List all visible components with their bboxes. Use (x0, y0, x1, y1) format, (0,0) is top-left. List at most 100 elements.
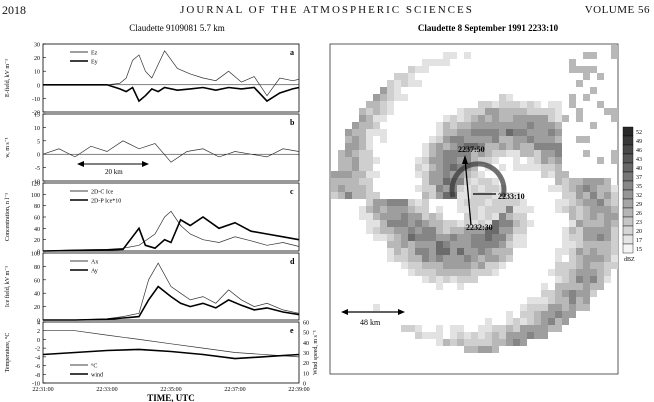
echo-cell (373, 206, 380, 213)
series-line-ax (43, 262, 300, 321)
echo-cell (366, 227, 373, 234)
series-line-w (42, 140, 300, 163)
echo-cell (422, 332, 429, 339)
echo-cell (408, 248, 415, 255)
echo-cell (590, 248, 597, 255)
echo-cell (436, 178, 443, 185)
echo-cell (597, 206, 604, 213)
echo-cell (590, 178, 597, 185)
echo-cell (366, 136, 373, 143)
echo-cell (443, 157, 450, 164)
echo-cell (485, 255, 492, 262)
echo-cell (478, 220, 485, 227)
echo-cell (457, 255, 464, 262)
echo-cell (555, 276, 562, 283)
echo-cell (464, 108, 471, 115)
echo-cell (485, 248, 492, 255)
echo-cell (457, 150, 464, 157)
echo-cell (338, 178, 345, 185)
echo-cell (366, 122, 373, 129)
echo-cell (541, 157, 548, 164)
echo-cell (478, 269, 485, 276)
echo-cell (380, 206, 387, 213)
echo-cell (520, 108, 527, 115)
echo-cell (429, 143, 436, 150)
echo-cell (380, 227, 387, 234)
colorbar-swatch (622, 225, 634, 236)
echo-cell (471, 276, 478, 283)
echo-cell (506, 311, 513, 318)
echo-cell (345, 178, 352, 185)
y-tick-label: -20 (32, 111, 40, 117)
echo-cell (352, 185, 359, 192)
echo-cell (562, 269, 569, 276)
echo-cell (422, 192, 429, 199)
y2-tick-label: 30 (303, 351, 309, 357)
echo-cell (520, 136, 527, 143)
echo-cell (366, 108, 373, 115)
echo-cell (345, 164, 352, 171)
colorbar-swatch (622, 171, 634, 182)
echo-cell (471, 339, 478, 346)
echo-cell (366, 171, 373, 178)
colorbar-label: 26 (636, 211, 642, 217)
echo-cell (464, 136, 471, 143)
echo-cell (520, 220, 527, 227)
echo-cell (422, 66, 429, 73)
echo-cell (555, 325, 562, 332)
y-tick-label: -10 (32, 97, 40, 103)
echo-cell (457, 227, 464, 234)
echo-cell (520, 164, 527, 171)
echo-cell (499, 325, 506, 332)
echo-cell (527, 157, 534, 164)
echo-cell (499, 262, 506, 269)
echo-cell (583, 262, 590, 269)
echo-cell (583, 73, 590, 80)
echo-cell (464, 346, 471, 353)
echo-cell (583, 220, 590, 227)
echo-cell (443, 255, 450, 262)
echo-cell (429, 150, 436, 157)
echo-cell (506, 94, 513, 101)
echo-cell (366, 101, 373, 108)
colorbar-label: 35 (636, 184, 642, 190)
echo-cell (457, 276, 464, 283)
echo-cell (478, 248, 485, 255)
x-tick-label: 22:39:00 (288, 387, 309, 393)
echo-cell (457, 325, 464, 332)
echo-cell (513, 213, 520, 220)
echo-cell (457, 199, 464, 206)
echo-cell (415, 227, 422, 234)
echo-cell (534, 157, 541, 164)
echo-cell (408, 227, 415, 234)
echo-cell (569, 262, 576, 269)
echo-cell (485, 101, 492, 108)
echo-cell (429, 192, 436, 199)
echo-cell (429, 248, 436, 255)
echo-cell (471, 164, 478, 171)
echo-cell (401, 255, 408, 262)
echo-cell (576, 248, 583, 255)
echo-cell (513, 157, 520, 164)
echo-cell (457, 136, 464, 143)
echo-cell (401, 325, 408, 332)
echo-cell (387, 241, 394, 248)
echo-cell (373, 101, 380, 108)
echo-cell (471, 115, 478, 122)
echo-cell (597, 213, 604, 220)
echo-cell (408, 73, 415, 80)
echo-cell (548, 318, 555, 325)
echo-cell (485, 108, 492, 115)
echo-cell (611, 45, 618, 52)
echo-cell (331, 171, 338, 178)
echo-cell (492, 192, 499, 199)
echo-cell (597, 101, 604, 108)
echo-cell (555, 311, 562, 318)
echo-cell (562, 248, 569, 255)
echo-cell (506, 332, 513, 339)
echo-cell (331, 178, 338, 185)
echo-cell (583, 66, 590, 73)
echo-cell (443, 185, 450, 192)
echo-cell (562, 262, 569, 269)
echo-cell (422, 220, 429, 227)
